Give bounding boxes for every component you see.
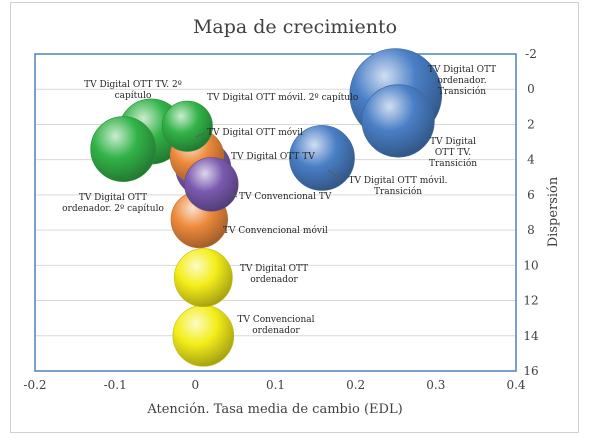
y-tick-label: 4	[527, 153, 535, 167]
data-label-line: TV Convencional TV	[239, 192, 332, 202]
data-label-line: TV Digital OTT	[428, 65, 496, 75]
chart-frame	[10, 2, 579, 433]
y-tick-label: 14	[523, 329, 539, 343]
data-label-line: TV Convencional	[237, 315, 314, 325]
x-tick-label: 0.4	[506, 378, 525, 392]
data-label-line: Transición	[429, 158, 477, 169]
bubble	[172, 304, 235, 367]
data-label: TV Digital OTT móvil. 2º capítulo	[207, 92, 358, 103]
y-tick-label: 0	[527, 82, 535, 96]
bubble	[173, 248, 233, 308]
chart-title: Mapa de crecimiento	[193, 16, 397, 38]
data-label: TV Digital OTT TV. 2º capítulo	[84, 80, 182, 101]
y-tick-label: 12	[523, 294, 538, 308]
data-label-line: TV Digital	[430, 137, 476, 147]
label-leader-line	[220, 156, 230, 161]
x-tick-label: -0.2	[23, 378, 46, 392]
data-label-line: ordenador	[252, 326, 300, 336]
data-label-line: ordenador. 2º capítulo	[62, 203, 164, 214]
bubble	[90, 116, 157, 182]
x-tick-label: 0.3	[426, 378, 445, 392]
data-label-line: OTT TV.	[435, 148, 471, 158]
bubble	[289, 125, 355, 191]
data-label-line: ordenador	[250, 275, 298, 285]
data-label-line: TV Digital OTT	[79, 193, 147, 203]
data-label-line: TV Convencional móvil	[223, 225, 328, 236]
data-label: TV Digital OTT móvil. Transición	[349, 175, 448, 197]
data-label: TV Convencional móvil	[223, 225, 328, 236]
label-leader-line	[195, 132, 206, 138]
x-axis-ticks: -0.2 -0.1 0 0.1 0.2 0.3 0.4	[23, 378, 525, 392]
bubble	[184, 157, 239, 212]
data-label: TV Digital OTT móvil	[207, 127, 303, 138]
y-tick-label: 8	[527, 223, 535, 237]
data-label-line: ordenador.	[437, 76, 486, 86]
data-label-line: TV Digital OTT móvil.	[349, 175, 448, 186]
data-label: TV Digital OTT TV. Transición	[429, 137, 477, 169]
bubbles	[90, 48, 443, 367]
bubble	[161, 100, 213, 152]
data-label-line: TV Digital OTT TV	[231, 152, 315, 162]
label-leader-line	[228, 191, 238, 198]
y-tick-label: 6	[527, 188, 535, 202]
y-tick-label: -2	[525, 47, 537, 61]
plot-area-border	[34, 53, 517, 372]
data-label: TV Digital OTT ordenador. 2º capítulo	[62, 193, 164, 214]
data-label: TV Digital OTT ordenador	[240, 264, 308, 285]
data-label-line: TV Digital OTT	[240, 264, 308, 274]
data-label-line: TV Digital OTT TV. 2º	[84, 80, 182, 90]
data-label: TV Convencional ordenador	[237, 315, 314, 336]
data-label: TV Convencional TV	[239, 192, 332, 202]
label-leader-line	[327, 169, 342, 180]
data-label: TV Digital OTT ordenador. Transición	[428, 65, 496, 97]
x-tick-label: 0.2	[346, 378, 365, 392]
y-axis-title: Dispersión	[546, 176, 561, 247]
bubble	[361, 84, 435, 158]
y-tick-label: 10	[523, 258, 538, 272]
x-axis-title: Atención. Tasa media de cambio (EDL)	[146, 402, 402, 417]
x-tick-label: 0	[192, 378, 200, 392]
data-label-line: Transición	[438, 86, 486, 97]
x-tick-label: -0.1	[104, 378, 127, 392]
data-label-line: capítulo	[115, 90, 152, 101]
data-label-line: TV Digital OTT móvil	[207, 127, 303, 138]
data-label: TV Digital OTT TV	[231, 152, 315, 162]
data-label-line: Transición	[374, 186, 422, 197]
y-axis-ticks: -2 0 2 4 6 8 10 12 14 16	[523, 47, 539, 378]
y-tick-label: 2	[527, 117, 535, 131]
y-tick-label: 16	[523, 364, 538, 378]
x-tick-label: 0.1	[266, 378, 285, 392]
data-label-line: TV Digital OTT móvil. 2º capítulo	[207, 92, 358, 103]
